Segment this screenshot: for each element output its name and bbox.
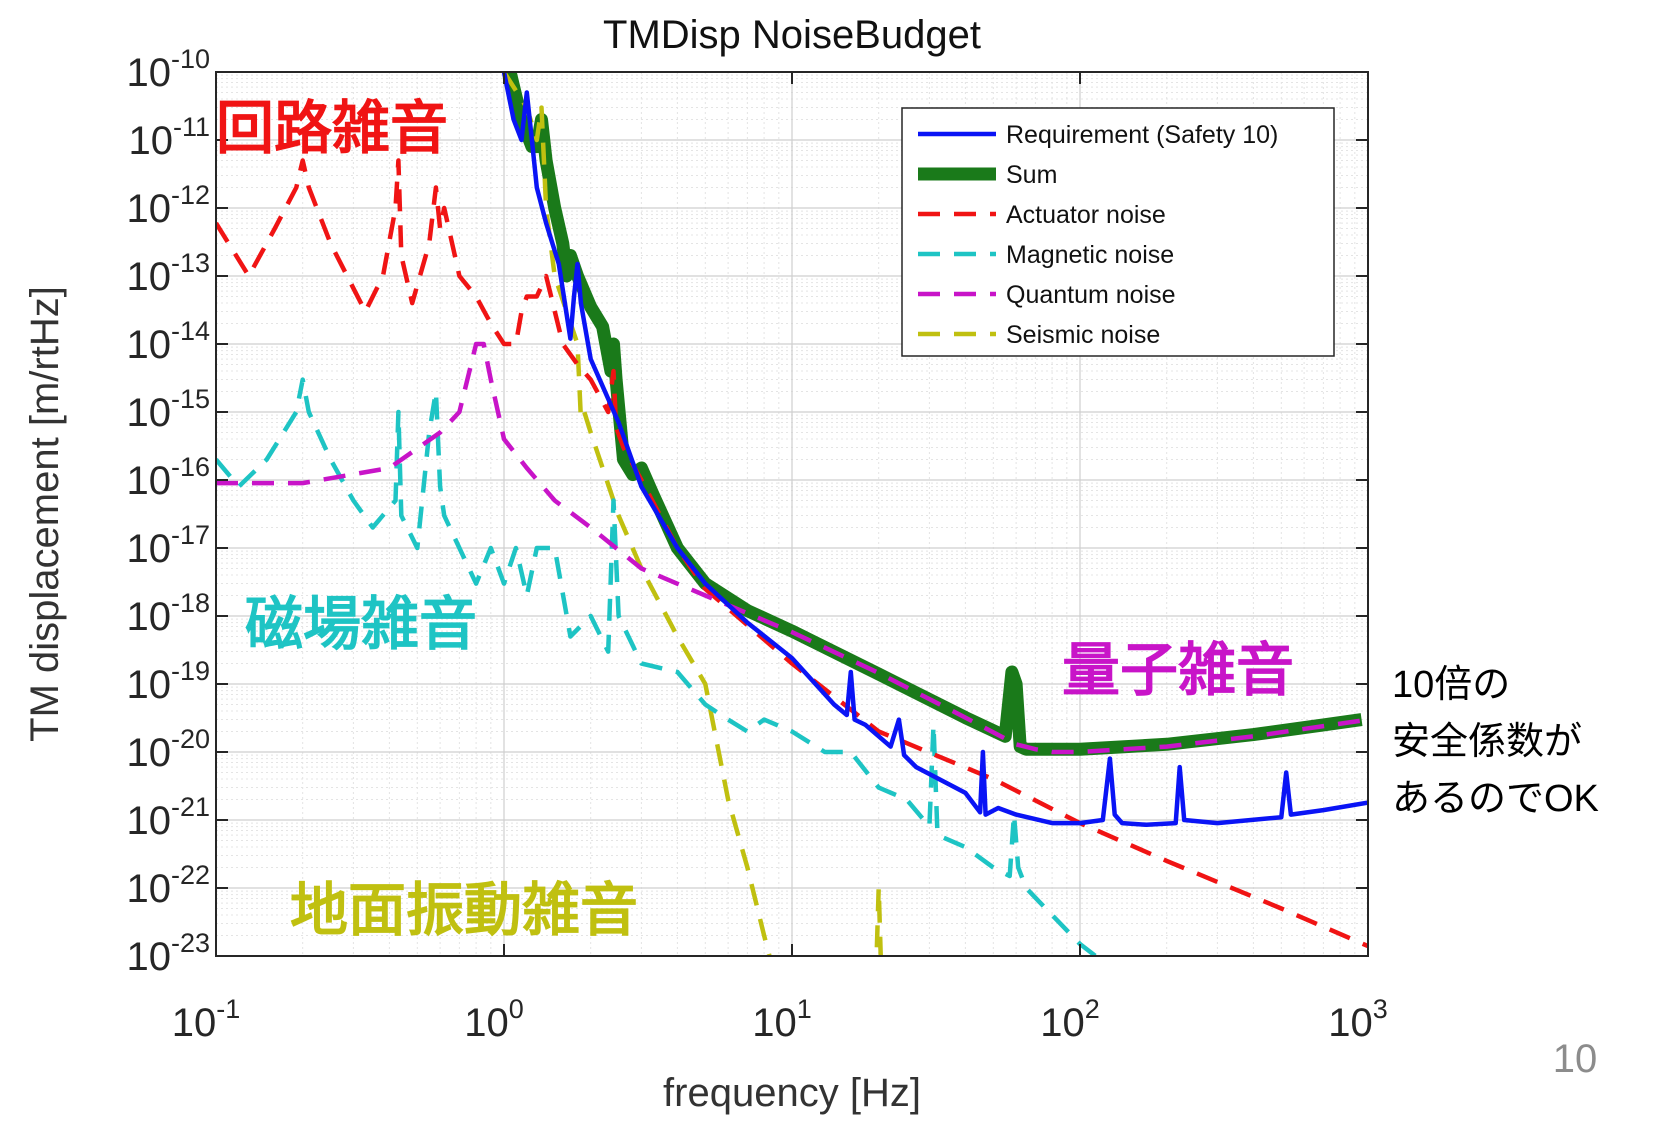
legend-label: Requirement (Safety 10) (1006, 121, 1278, 149)
series-line-seismic-noise (502, 72, 883, 956)
y-tick-label: 10-20 (126, 724, 210, 775)
series-line-requirement-safety-10 (501, 72, 1368, 828)
x-tick-label: 103 (1328, 994, 1388, 1045)
legend-label: Seismic noise (1006, 321, 1160, 349)
annotation-seismic-noise: 地面振動雑音 (290, 876, 638, 944)
x-tick-label: 102 (1040, 994, 1100, 1045)
series-layer (216, 72, 1368, 956)
legend-label: Quantum noise (1006, 281, 1176, 309)
series-line-quantum-noise (216, 341, 1362, 755)
y-tick-label: 10-22 (126, 860, 210, 911)
y-tick-label: 10-21 (126, 792, 210, 843)
safety-factor-note: 10倍の 安全係数が あるのでOK (1392, 664, 1599, 820)
legend: Requirement (Safety 10) Sum Actuator noise… (901, 107, 1335, 357)
x-tick-label: 100 (464, 994, 524, 1045)
legend-box (901, 107, 1335, 357)
x-axis-label: frequency [Hz] (663, 1071, 921, 1115)
note-line-1: 10倍の (1392, 664, 1510, 706)
axis-ticks (215, 71, 1369, 957)
y-axis-label: TM displacement [m/rtHz] (23, 286, 67, 742)
series-line-magnetic-noise (216, 377, 1100, 956)
y-tick-labels: 10-10 10-11 10-12 10-13 10-14 10-15 10-16 10-17… (126, 44, 210, 979)
annotation-circuit-noise: 回路雑音 (216, 94, 448, 162)
y-tick-label: 10-11 (128, 112, 210, 163)
y-tick-label: 10-12 (126, 180, 210, 231)
x-tick-label: 10-1 (172, 994, 241, 1045)
annotation-magnetic-noise: 磁場雑音 (245, 590, 477, 658)
page-number: 10 (1553, 1037, 1598, 1081)
note-line-3: あるのでOK (1392, 778, 1599, 820)
series-line-sum (503, 72, 1363, 756)
y-tick-label: 10-13 (126, 248, 210, 299)
legend-label: Actuator noise (1006, 201, 1166, 229)
y-tick-label: 10-16 (126, 452, 210, 503)
y-tick-label: 10-23 (126, 928, 210, 979)
y-tick-label: 10-14 (126, 316, 210, 367)
y-tick-label: 10-18 (126, 588, 210, 639)
y-tick-label: 10-17 (126, 520, 210, 571)
chart-title: TMDisp NoiseBudget (603, 13, 981, 57)
legend-label: Magnetic noise (1006, 241, 1174, 269)
y-tick-label: 10-10 (126, 44, 210, 95)
x-tick-label: 101 (752, 994, 812, 1045)
note-line-2: 安全係数が (1392, 721, 1582, 763)
legend-label: Sum (1006, 161, 1057, 189)
series-line-actuator-noise (216, 158, 1368, 949)
y-tick-label: 10-19 (126, 656, 210, 707)
annotation-quantum-noise: 量子雑音 (1062, 636, 1294, 704)
y-tick-label: 10-15 (126, 384, 210, 435)
annotations: 回路雑音 磁場雑音 量子雑音 地面振動雑音 (216, 94, 1294, 944)
x-tick-labels: 10-1 100 101 102 103 (172, 994, 1388, 1045)
